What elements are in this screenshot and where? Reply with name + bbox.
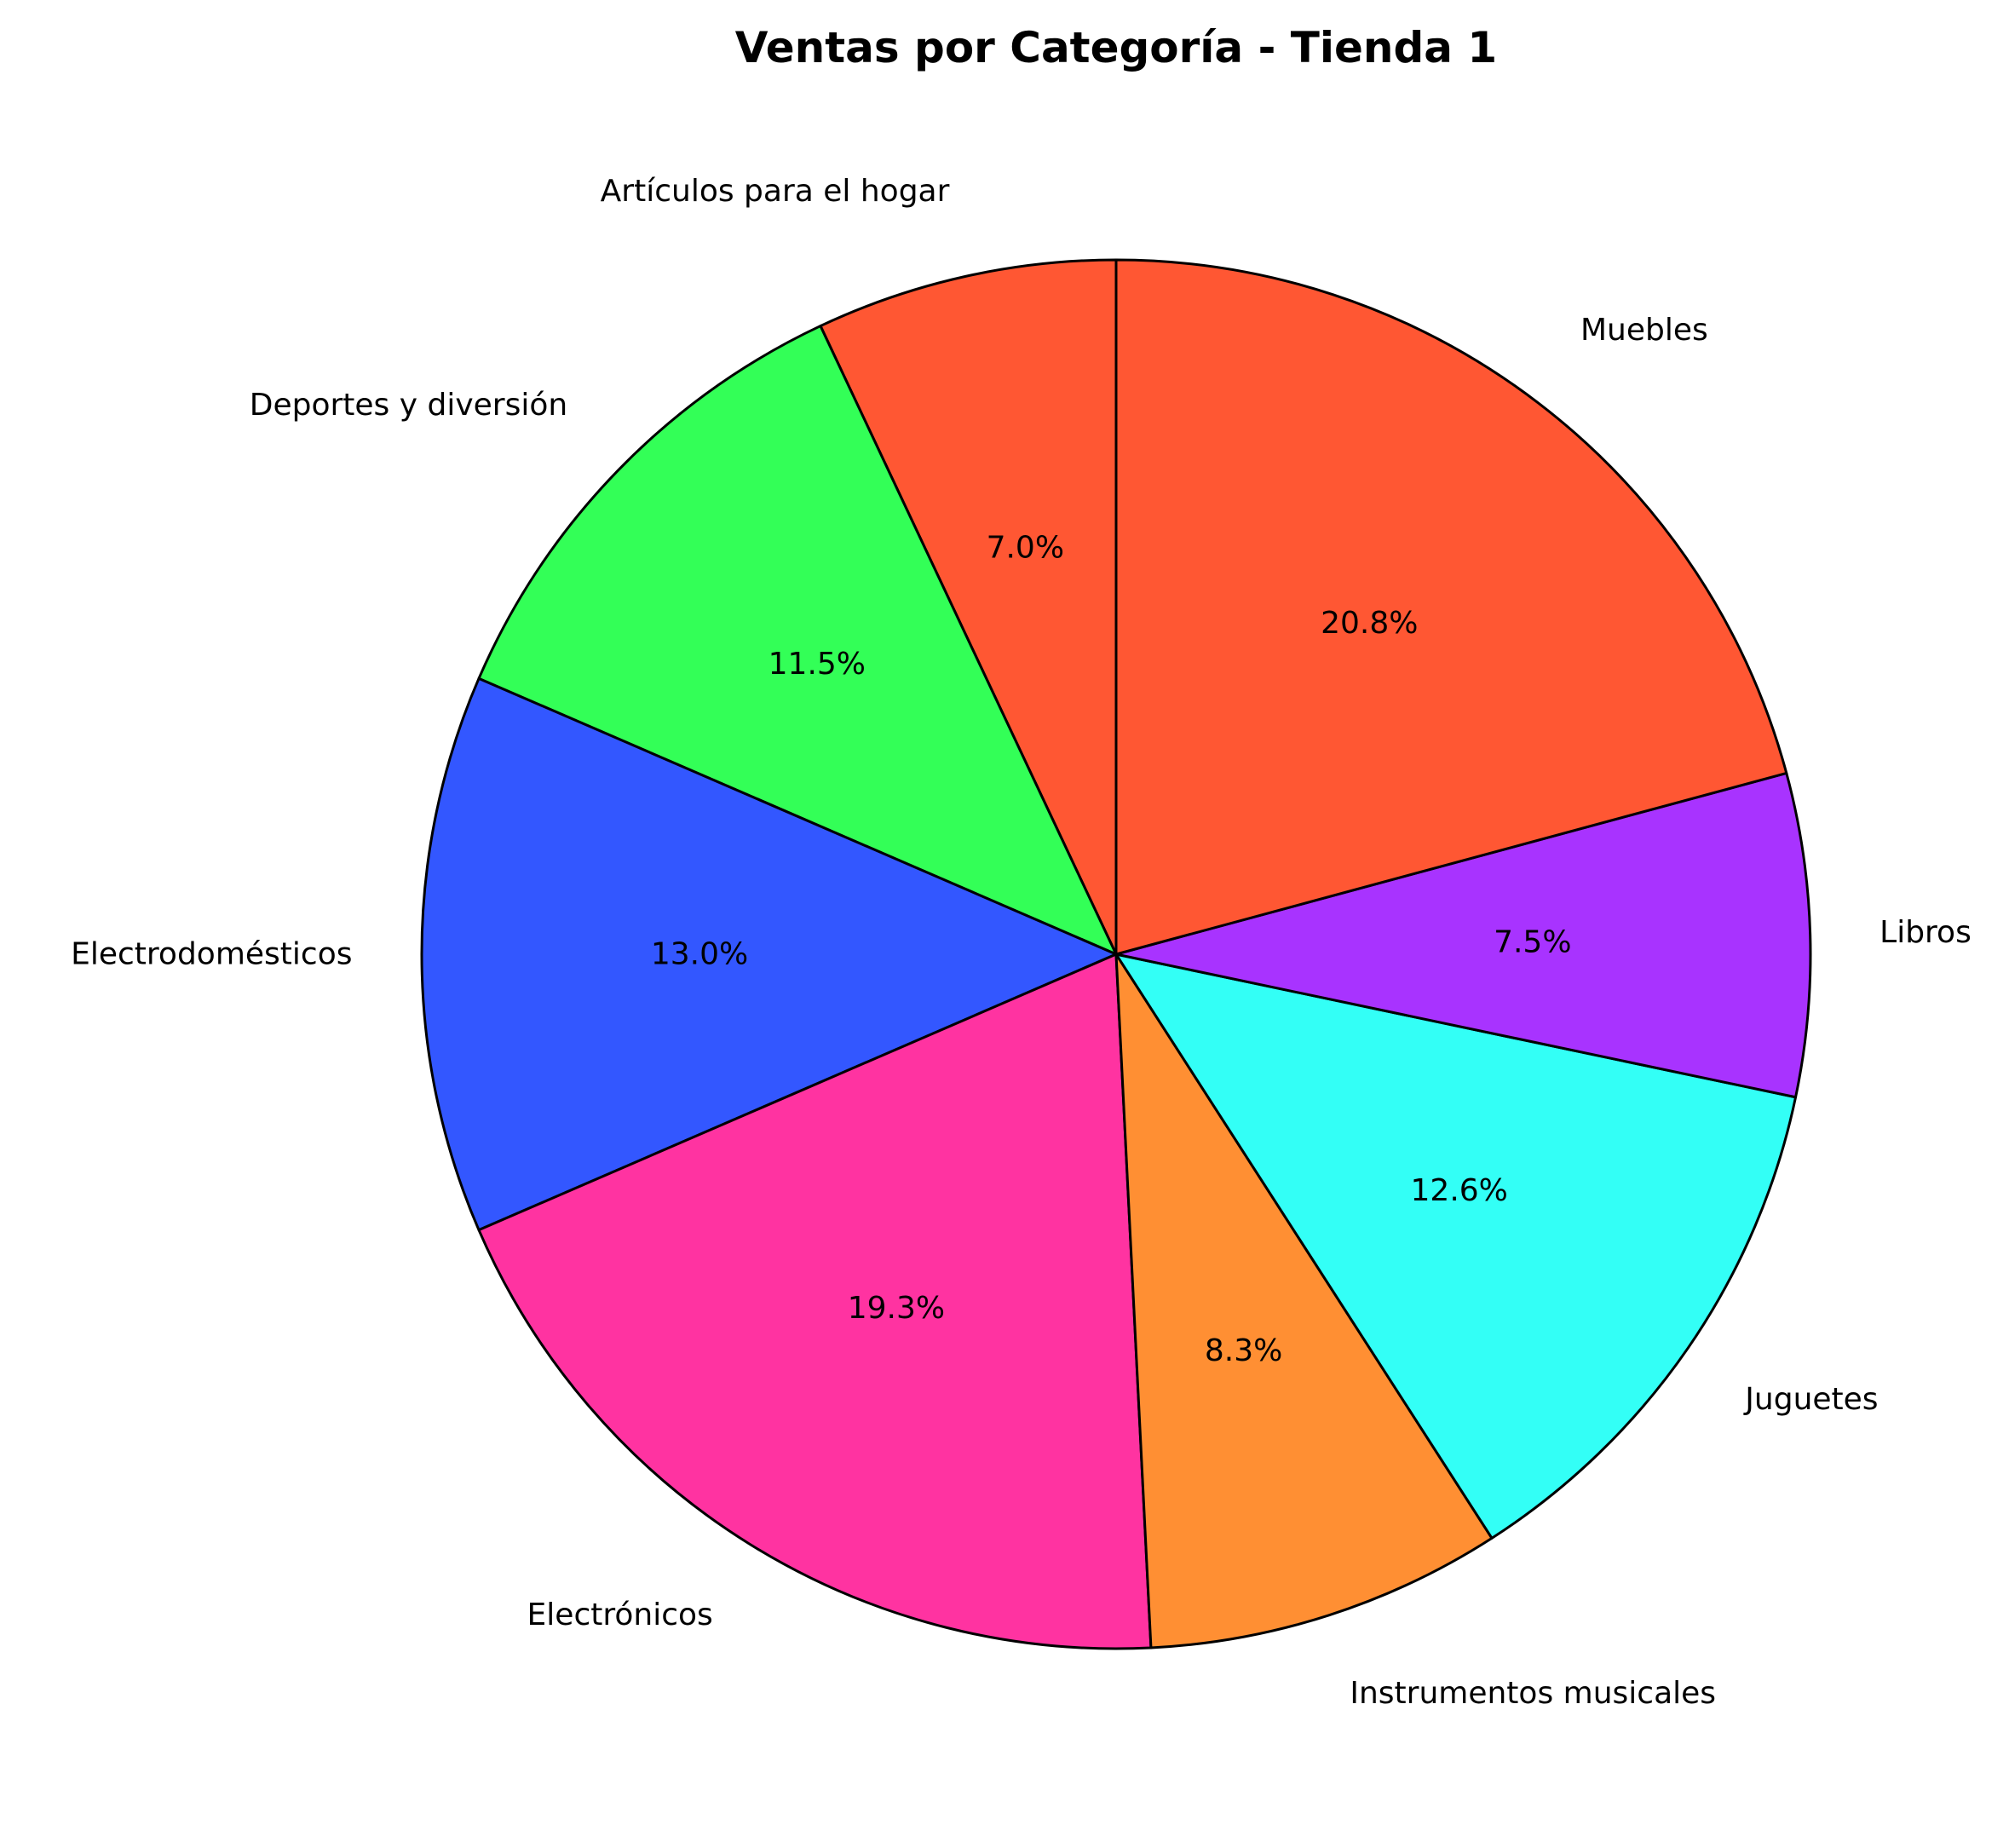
slice-label-juguetes: Juguetes [1743,1382,1878,1417]
slice-label-instrumentos-musicales: Instrumentos musicales [1350,1676,1716,1711]
pie-labels: Artículos para el hogar 7.0% Deportes y di… [71,174,1972,1711]
slice-percent-electrodomesticos: 13.0% [651,937,748,972]
slice-percent-juguetes: 12.6% [1411,1173,1508,1208]
slice-label-articulos-para-el-hogar: Artículos para el hogar [601,174,950,209]
slice-percent-articulos-para-el-hogar: 7.0% [987,530,1064,565]
slice-label-deportes-y-diversion: Deportes y diversión [250,388,567,423]
pie-slice-libros [1114,771,1812,1099]
slice-label-libros: Libros [1879,915,1972,950]
pie-slice-articulos-para-el-hogar [819,258,1118,956]
slice-percent-libros: 7.5% [1494,925,1571,960]
pie-slice-deportes-y-diversion [477,325,1118,956]
slice-percent-deportes-y-diversion: 11.5% [768,647,866,682]
pie-slice-electrodomesticos [420,676,1118,1232]
pie-slices [420,258,1812,1650]
slice-percent-electronicos: 19.3% [848,1291,945,1326]
slice-label-electrodomesticos: Electrodomésticos [71,937,352,972]
slice-percent-muebles: 20.8% [1321,606,1418,641]
pie-slice-juguetes [1114,953,1798,1540]
slice-label-muebles: Muebles [1580,313,1708,348]
pie-slice-instrumentos-musicales [1114,953,1494,1649]
slice-percent-instrumentos-musicales: 8.3% [1205,1333,1282,1368]
chart-title: Ventas por Categoría - Tienda 1 [735,23,1497,72]
slice-label-electronicos: Electrónicos [527,1598,713,1632]
pie-slice-electronicos [477,953,1153,1650]
pie-slice-muebles [1114,258,1788,956]
